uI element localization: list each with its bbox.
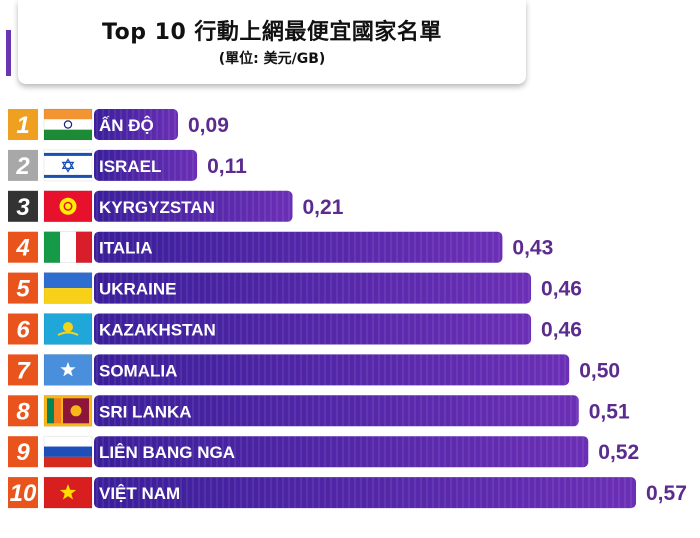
bar-row: 10 VIỆT NAM 0,57: [8, 476, 687, 509]
bar-row: 3 KYRGYZSTAN 0,21: [8, 190, 344, 223]
rank-number: 5: [16, 276, 30, 303]
kazakhstan-flag-icon: [43, 313, 93, 345]
country-label: ẤN ĐỘ: [99, 116, 154, 135]
somalia-flag-icon: [43, 354, 93, 386]
bar-stripes: [94, 477, 636, 509]
country-label: KAZAKHSTAN: [99, 321, 216, 340]
chart-subtitle: (單位: 美元/GB): [218, 51, 326, 67]
rank-badge: [8, 395, 38, 427]
russia-flag-icon: [43, 435, 93, 468]
country-label: SOMALIA: [99, 361, 177, 380]
value-label: 0,57: [646, 482, 687, 505]
bar-row: 8 SRI LANKA 0,51: [8, 394, 630, 427]
rank-number: 10: [10, 480, 37, 507]
value-label: 0,46: [541, 319, 582, 342]
rank-number: 1: [16, 112, 29, 139]
rank-number: 4: [15, 235, 29, 262]
rank-number: 3: [16, 194, 30, 221]
vietnam-flag-icon: [43, 476, 93, 509]
bar-row: 7 SOMALIA 0,50: [8, 354, 620, 386]
rank-badge: [8, 436, 38, 468]
india-flag-icon: [43, 108, 93, 141]
israel-flag-icon: [43, 149, 93, 182]
bar-stripes: [94, 354, 570, 386]
rank-number: 2: [15, 153, 30, 180]
country-label: SRI LANKA: [99, 402, 192, 421]
value-label: 0,21: [303, 196, 344, 219]
rank-badge: [8, 354, 38, 386]
italy-flag-icon: [43, 231, 93, 263]
country-label: KYRGYZSTAN: [99, 198, 215, 217]
sri-lanka-flag-icon: [43, 394, 93, 427]
rank-badge: [8, 149, 38, 181]
bar-row: 5 UKRAINE 0,46: [8, 272, 582, 304]
rank-badge: [8, 272, 38, 304]
value-label: 0,09: [188, 114, 229, 137]
bar-stripes: [94, 313, 532, 345]
kyrgyzstan-flag-icon: [43, 190, 93, 223]
ukraine-flag-icon: [43, 272, 93, 304]
bar-row: 4 ITALIA 0,43: [8, 231, 553, 263]
bar-stripes: [94, 231, 503, 263]
rank-number: 8: [16, 398, 30, 425]
country-label: LIÊN BANG NGA: [99, 443, 235, 462]
bar-row: 6 KAZAKHSTAN 0,46: [8, 313, 582, 345]
rank-number: 7: [16, 357, 31, 384]
bar-row: 2 ISRAEL 0,11: [8, 149, 247, 182]
rank-number: 9: [16, 439, 30, 466]
value-label: 0,51: [589, 400, 630, 423]
country-label: ITALIA: [99, 239, 153, 258]
accent-bar: [6, 30, 11, 76]
country-label: ISRAEL: [99, 157, 161, 176]
chart-title: Top 10 行動上網最便宜國家名單: [102, 20, 442, 45]
rank-number: 6: [16, 317, 30, 344]
bar-stripes: [94, 190, 293, 222]
value-label: 0,52: [598, 441, 639, 464]
bar-stripes: [94, 395, 579, 427]
value-label: 0,50: [579, 359, 620, 382]
value-label: 0,11: [207, 155, 247, 178]
rank-badge: [8, 477, 38, 509]
rank-badge: [8, 109, 38, 140]
country-label: VIỆT NAM: [99, 484, 180, 503]
bar-row: 9 LIÊN BANG NGA 0,52: [8, 435, 639, 468]
bar-stripes: [94, 109, 178, 140]
bar-stripes: [94, 272, 532, 304]
rank-badge: [8, 190, 38, 222]
value-label: 0,46: [541, 278, 582, 301]
title-box: Top 10 行動上網最便宜國家名單 (單位: 美元/GB): [18, 0, 526, 84]
rank-badge: [8, 231, 38, 263]
bar-stripes: [94, 149, 198, 181]
country-label: UKRAINE: [99, 280, 176, 299]
value-label: 0,43: [512, 237, 553, 260]
bar-stripes: [94, 436, 589, 468]
rank-badge: [8, 313, 38, 345]
bar-row: 1 ẤN ĐỘ 0,09: [8, 108, 229, 141]
